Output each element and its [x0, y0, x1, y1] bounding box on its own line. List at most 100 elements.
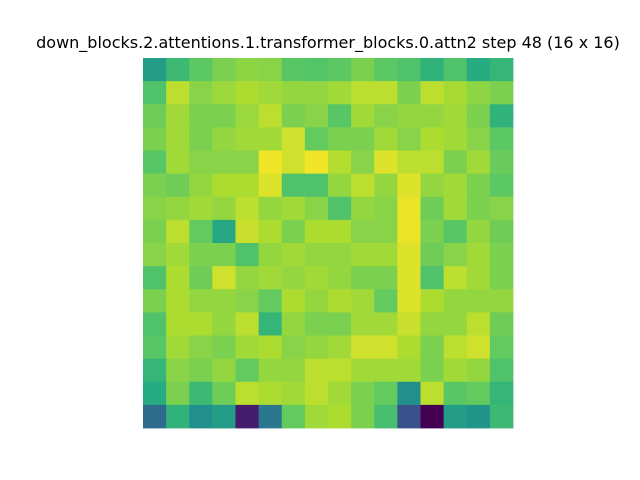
- heatmap-cell: [351, 335, 375, 360]
- heatmap-cell: [304, 312, 329, 336]
- heatmap-cell: [258, 289, 283, 313]
- heatmap-cell: [443, 381, 468, 406]
- heatmap-cell: [397, 81, 421, 105]
- heatmap-cell: [328, 150, 352, 175]
- heatmap-cell: [166, 81, 190, 105]
- heatmap-cell: [189, 266, 213, 290]
- heatmap-cell: [374, 335, 398, 360]
- heatmap-cell: [443, 289, 468, 313]
- heatmap-cell: [466, 289, 491, 313]
- heatmap-cell: [397, 104, 421, 128]
- heatmap-cell: [143, 358, 167, 383]
- heatmap-cell: [235, 289, 260, 313]
- heatmap-cell: [351, 358, 375, 383]
- heatmap-cell: [351, 58, 375, 82]
- heatmap-cell: [374, 58, 398, 82]
- heatmap-cell: [328, 289, 352, 313]
- heatmap-cell: [420, 243, 445, 267]
- heatmap-cell: [420, 104, 445, 128]
- heatmap-cell: [466, 404, 491, 429]
- heatmap-cell: [212, 243, 236, 267]
- heatmap-cell: [328, 381, 352, 406]
- heatmap-cell: [212, 150, 236, 175]
- heatmap-cell: [235, 243, 260, 267]
- heatmap-cell: [489, 81, 514, 105]
- heatmap-cell: [212, 289, 236, 313]
- heatmap-cell: [189, 289, 213, 313]
- heatmap-cell: [420, 196, 445, 221]
- heatmap-cell: [443, 312, 468, 336]
- heatmap-cell: [420, 335, 445, 360]
- heatmap-cell: [212, 266, 236, 290]
- heatmap-cell: [189, 219, 213, 244]
- heatmap-cell: [281, 266, 306, 290]
- heatmap-cell: [189, 81, 213, 105]
- heatmap-cell: [443, 150, 468, 175]
- heatmap-cell: [235, 104, 260, 128]
- heatmap-cell: [397, 243, 421, 267]
- heatmap-cell: [351, 81, 375, 105]
- heatmap-cell: [374, 81, 398, 105]
- heatmap-cell: [281, 58, 306, 82]
- heatmap-cell: [489, 381, 514, 406]
- heatmap-cell: [166, 196, 190, 221]
- heatmap-cell: [351, 266, 375, 290]
- heatmap-cell: [351, 404, 375, 429]
- heatmap-cell: [281, 150, 306, 175]
- heatmap-cell: [258, 81, 283, 105]
- heatmap-cell: [328, 81, 352, 105]
- heatmap-cell: [189, 104, 213, 128]
- heatmap-cell: [374, 173, 398, 198]
- heatmap-cell: [143, 127, 167, 151]
- heatmap-cell: [466, 104, 491, 128]
- heatmap-cell: [281, 358, 306, 383]
- heatmap-cell: [143, 381, 167, 406]
- heatmap-cell: [166, 150, 190, 175]
- heatmap-cell: [489, 58, 514, 82]
- heatmap-cell: [304, 404, 329, 429]
- heatmap-cell: [235, 173, 260, 198]
- heatmap-cell: [235, 196, 260, 221]
- heatmap-cell: [489, 173, 514, 198]
- heatmap-cell: [281, 312, 306, 336]
- heatmap-cell: [489, 289, 514, 313]
- heatmap-cell: [143, 196, 167, 221]
- heatmap-cell: [351, 243, 375, 267]
- heatmap-cell: [489, 266, 514, 290]
- heatmap-cell: [374, 219, 398, 244]
- heatmap-cell: [328, 196, 352, 221]
- heatmap-cell: [281, 219, 306, 244]
- heatmap-cell: [397, 289, 421, 313]
- heatmap-cell: [258, 196, 283, 221]
- heatmap-cell: [489, 196, 514, 221]
- heatmap-cell: [489, 127, 514, 151]
- heatmap-cell: [374, 243, 398, 267]
- heatmap-cell: [166, 243, 190, 267]
- heatmap-cell: [420, 219, 445, 244]
- heatmap-cell: [304, 335, 329, 360]
- heatmap-cell: [143, 104, 167, 128]
- heatmap-cell: [235, 404, 260, 429]
- heatmap-cell: [328, 127, 352, 151]
- heatmap-cell: [304, 219, 329, 244]
- heatmap-cell: [466, 358, 491, 383]
- heatmap-cell: [351, 173, 375, 198]
- heatmap-cell: [281, 289, 306, 313]
- heatmap-cell: [235, 266, 260, 290]
- heatmap-cell: [281, 196, 306, 221]
- heatmap-cell: [466, 127, 491, 151]
- heatmap-cell: [166, 312, 190, 336]
- heatmap-cell: [212, 404, 236, 429]
- heatmap-cell: [397, 335, 421, 360]
- heatmap-cell: [212, 81, 236, 105]
- heatmap-cell: [443, 81, 468, 105]
- heatmap-cell: [304, 381, 329, 406]
- heatmap-cell: [281, 127, 306, 151]
- heatmap-cell: [304, 150, 329, 175]
- heatmap-cell: [443, 358, 468, 383]
- heatmap-cell: [258, 358, 283, 383]
- heatmap-cell: [489, 219, 514, 244]
- heatmap-cell: [328, 335, 352, 360]
- heatmap-cell: [397, 312, 421, 336]
- heatmap-cell: [420, 404, 445, 429]
